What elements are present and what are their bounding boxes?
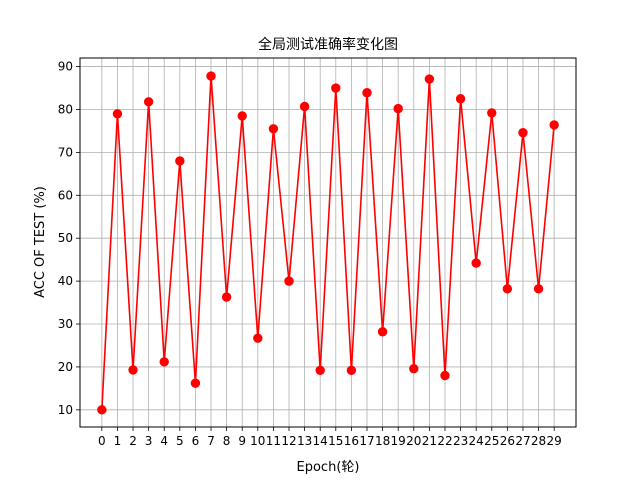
x-tick-label: 19 — [391, 434, 406, 448]
x-tick-label: 24 — [469, 434, 484, 448]
data-point — [393, 103, 403, 114]
data-point — [377, 327, 388, 337]
data-point — [331, 83, 341, 93]
x-tick-label: 28 — [531, 434, 546, 448]
x-tick-label: 8 — [223, 434, 231, 448]
data-point — [471, 258, 481, 268]
x-axis-ticks: 0 1 2 3 4 5 6 7 8 9 10 11 12 13 14 15 16 17 18 19 20 21 22 23 24… — [98, 427, 562, 448]
series-markers — [97, 71, 559, 415]
chart-title: 全局测试准确率变化图 — [258, 36, 398, 53]
x-tick-label: 10 — [250, 434, 265, 448]
x-tick-label: 26 — [500, 434, 515, 448]
data-point — [253, 333, 263, 343]
y-tick-label: 50 — [58, 231, 73, 245]
data-point — [502, 284, 513, 294]
x-tick-label: 15 — [328, 434, 343, 448]
x-tick-label: 11 — [266, 434, 281, 448]
data-point — [315, 365, 325, 376]
x-tick-label: 6 — [192, 434, 200, 448]
y-axis-label: ACC OF TEST (%) — [33, 186, 48, 298]
y-tick-label: 90 — [58, 60, 73, 74]
x-tick-label: 5 — [176, 434, 184, 448]
x-tick-label: 9 — [238, 434, 246, 448]
y-tick-label: 70 — [58, 145, 73, 159]
x-tick-label: 27 — [515, 434, 530, 448]
data-point — [112, 109, 123, 119]
data-point — [206, 71, 216, 81]
y-tick-label: 80 — [58, 102, 73, 116]
data-point — [409, 363, 419, 374]
data-point — [221, 292, 232, 302]
x-tick-label: 12 — [281, 434, 296, 448]
plot-area-frame — [79, 57, 577, 428]
series-line-group — [101, 75, 555, 410]
data-point — [455, 94, 466, 104]
x-tick-label: 21 — [422, 434, 437, 448]
x-tick-label: 7 — [207, 434, 215, 448]
x-tick-label: 20 — [406, 434, 421, 448]
data-point — [299, 101, 310, 112]
data-point — [128, 365, 138, 375]
x-tick-label: 1 — [114, 434, 122, 448]
y-axis-ticks: 10 20 30 40 50 60 70 80 90 — [58, 60, 80, 417]
x-tick-label: 22 — [437, 434, 452, 448]
data-point — [175, 156, 185, 166]
x-tick-label: 16 — [344, 434, 359, 448]
x-tick-label: 18 — [375, 434, 390, 448]
y-tick-label: 20 — [58, 360, 73, 374]
x-tick-label: 14 — [313, 434, 328, 448]
y-tick-label: 10 — [58, 403, 73, 417]
x-tick-label: 4 — [160, 434, 168, 448]
data-point — [268, 124, 279, 134]
data-point — [533, 284, 544, 294]
data-point — [424, 74, 435, 84]
data-point — [518, 127, 528, 138]
data-point — [346, 365, 357, 376]
x-tick-label: 2 — [129, 434, 137, 448]
data-point — [237, 111, 247, 121]
data-point — [440, 370, 450, 381]
data-point — [143, 97, 154, 107]
x-tick-label: 29 — [547, 434, 562, 448]
data-point — [487, 108, 497, 118]
y-tick-label: 60 — [58, 188, 73, 202]
x-tick-label: 17 — [359, 434, 374, 448]
y-tick-label: 30 — [58, 317, 73, 331]
x-tick-label: 3 — [145, 434, 153, 448]
x-tick-label: 0 — [98, 434, 106, 448]
x-tick-label: 23 — [453, 434, 468, 448]
y-tick-label: 40 — [58, 274, 73, 288]
data-point — [284, 276, 294, 286]
x-tick-label: 13 — [297, 434, 312, 448]
data-point — [159, 357, 169, 367]
x-tick-label: 25 — [484, 434, 499, 448]
x-axis-label: Epoch(轮) — [297, 460, 360, 475]
data-point — [549, 120, 559, 130]
data-point — [190, 378, 201, 388]
data-point — [362, 88, 372, 98]
data-point — [97, 405, 107, 415]
series-line — [101, 75, 555, 410]
